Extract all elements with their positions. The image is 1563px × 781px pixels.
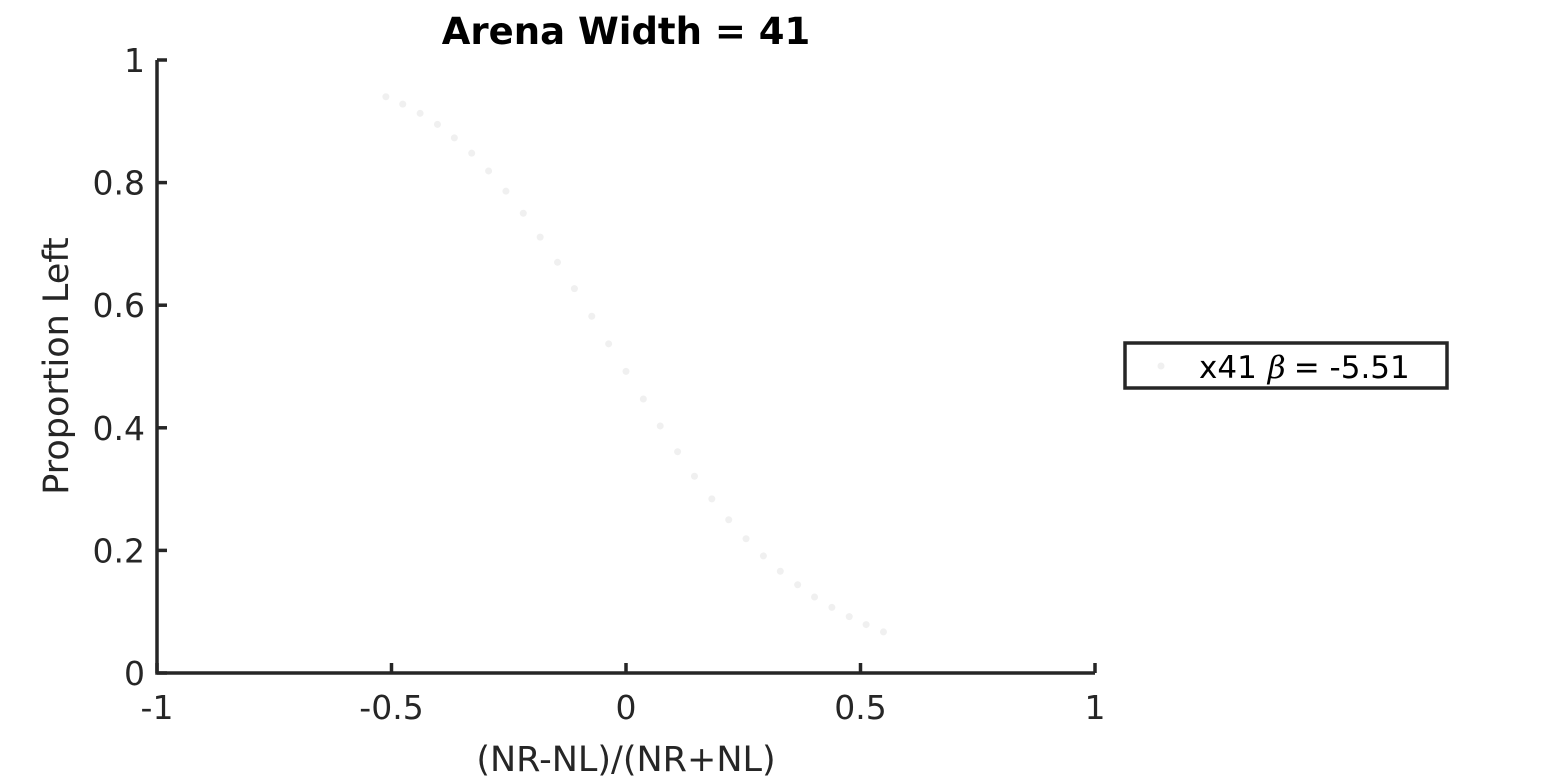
- data-point: [759, 552, 767, 560]
- data-point: [879, 628, 887, 636]
- data-point: [656, 422, 664, 430]
- chart-title: Arena Width = 41: [442, 10, 810, 53]
- data-point: [862, 621, 870, 629]
- data-point: [828, 603, 836, 611]
- data-points: [382, 93, 887, 636]
- y-axis-ticks: 0 0.2 0.4 0.6 0.8 1: [93, 41, 167, 693]
- data-point: [605, 340, 613, 348]
- data-point: [502, 187, 510, 195]
- legend-marker: [1157, 362, 1165, 370]
- data-point: [725, 516, 733, 524]
- data-point: [588, 312, 596, 320]
- data-point: [811, 593, 819, 601]
- data-point: [845, 613, 853, 621]
- legend: x41 β = -5.51: [1123, 341, 1449, 390]
- data-point: [382, 93, 390, 101]
- x-tick-label: -1: [141, 688, 174, 727]
- x-tick-label: -0.5: [359, 688, 423, 727]
- legend-beta-symbol: β: [1267, 350, 1286, 386]
- x-axis-label: (NR-NL)/(NR+NL): [476, 740, 775, 780]
- data-point: [674, 448, 682, 456]
- data-point: [450, 134, 458, 142]
- data-point: [570, 285, 578, 293]
- data-point: [639, 395, 647, 403]
- data-point: [433, 120, 441, 128]
- legend-entry: x41 β = -5.51: [1199, 350, 1410, 386]
- data-point: [794, 581, 802, 589]
- x-tick-label: 0.5: [834, 688, 886, 727]
- y-tick-label: 0: [124, 654, 145, 693]
- y-tick-label: 0.2: [93, 531, 145, 570]
- data-point: [776, 567, 784, 575]
- x-axis-ticks: -1 -0.5 0 0.5 1: [141, 663, 1106, 727]
- data-point: [416, 109, 424, 117]
- data-point: [690, 472, 698, 480]
- legend-box: [1123, 341, 1449, 390]
- legend-series-name: x41: [1199, 350, 1257, 386]
- data-point: [708, 495, 716, 503]
- y-tick-label: 0.6: [93, 286, 145, 325]
- data-point: [536, 233, 544, 241]
- y-tick-label: 0.4: [93, 409, 145, 448]
- data-point: [519, 209, 527, 217]
- axes: [155, 60, 1095, 675]
- y-tick-label: 0.8: [93, 164, 145, 203]
- y-tick-label: 1: [124, 41, 145, 80]
- legend-beta-value: = -5.51: [1294, 350, 1410, 386]
- x-tick-label: 1: [1085, 688, 1106, 727]
- data-point: [468, 149, 476, 157]
- data-point: [622, 367, 630, 375]
- data-point: [399, 100, 407, 108]
- data-point: [742, 535, 750, 543]
- x-tick-label: 0: [616, 688, 637, 727]
- data-point: [554, 258, 562, 266]
- y-axis-label: Proportion Left: [37, 237, 77, 495]
- data-point: [485, 167, 493, 175]
